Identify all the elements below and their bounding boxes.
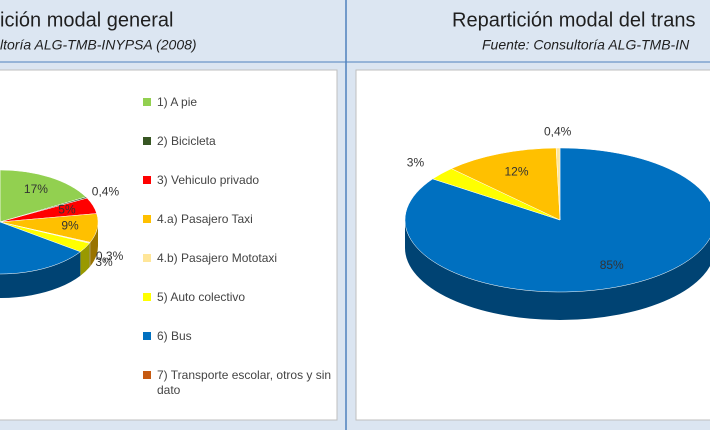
legend-label: 4.a) Pasajero Taxi (157, 212, 253, 226)
data-label: 3% (95, 255, 113, 269)
chart-title: Repartición modal del trans (452, 9, 695, 31)
legend-swatch (143, 137, 151, 145)
legend-item: 2) Bicicleta (143, 134, 333, 173)
chart-subtitle: Fuente: Consultoría ALG-TMB-IN (482, 37, 690, 53)
legend-item: 5) Auto colectivo (143, 290, 333, 329)
legend-swatch (143, 254, 151, 262)
legend-item: 3) Vehiculo privado (143, 173, 333, 212)
header-band (0, 0, 710, 62)
slice-side (80, 243, 90, 276)
legend-swatch (143, 293, 151, 301)
legend-item: 7) Transporte escolar, otros y sin dato (143, 368, 333, 407)
slice-side (405, 220, 710, 320)
legend-swatch (143, 332, 151, 340)
data-label: 85% (600, 258, 624, 272)
slice (0, 169, 87, 223)
legend-label: 2) Bicicleta (157, 134, 216, 148)
legend-label: 4.b) Pasajero Mototaxi (157, 251, 278, 265)
data-label: 9% (61, 219, 79, 233)
legend-label: 5) Auto colectivo (157, 290, 246, 304)
legend: 1) A pie 2) Bicicleta 3) Vehiculo privado 4… (143, 95, 333, 407)
legend-item: 6) Bus (143, 329, 333, 368)
chart-subtitle: ltoría ALG-TMB-INYPSA (2008) (0, 37, 197, 53)
legend-swatch (143, 215, 151, 223)
slice-side (89, 242, 91, 268)
data-label: 5% (58, 202, 76, 216)
data-label: 0,3% (96, 249, 124, 263)
slice (555, 147, 561, 221)
legend-label: 7) Transporte escolar, otros y sin dato (157, 368, 332, 397)
slice (404, 147, 710, 293)
data-label: 3% (407, 156, 425, 170)
slice (450, 147, 561, 221)
slice-side (0, 251, 81, 298)
legend-swatch (143, 98, 151, 106)
legend-swatch (143, 371, 151, 379)
data-label: 0,4% (544, 124, 572, 138)
legend-swatch (143, 176, 151, 184)
data-label: 0,4% (92, 184, 120, 198)
legend-label: 3) Vehiculo privado (157, 173, 260, 187)
data-label: 12% (504, 164, 528, 178)
legend-item: 4.b) Pasajero Mototaxi (143, 251, 333, 290)
chart-title: ición modal general (0, 9, 173, 31)
legend-label: 6) Bus (157, 329, 192, 343)
legend-label: 1) A pie (157, 95, 198, 109)
data-label: 17% (24, 182, 48, 196)
legend-item: 4.a) Pasajero Taxi (143, 212, 333, 251)
slice (0, 214, 81, 275)
legend-item: 1) A pie (143, 95, 333, 134)
